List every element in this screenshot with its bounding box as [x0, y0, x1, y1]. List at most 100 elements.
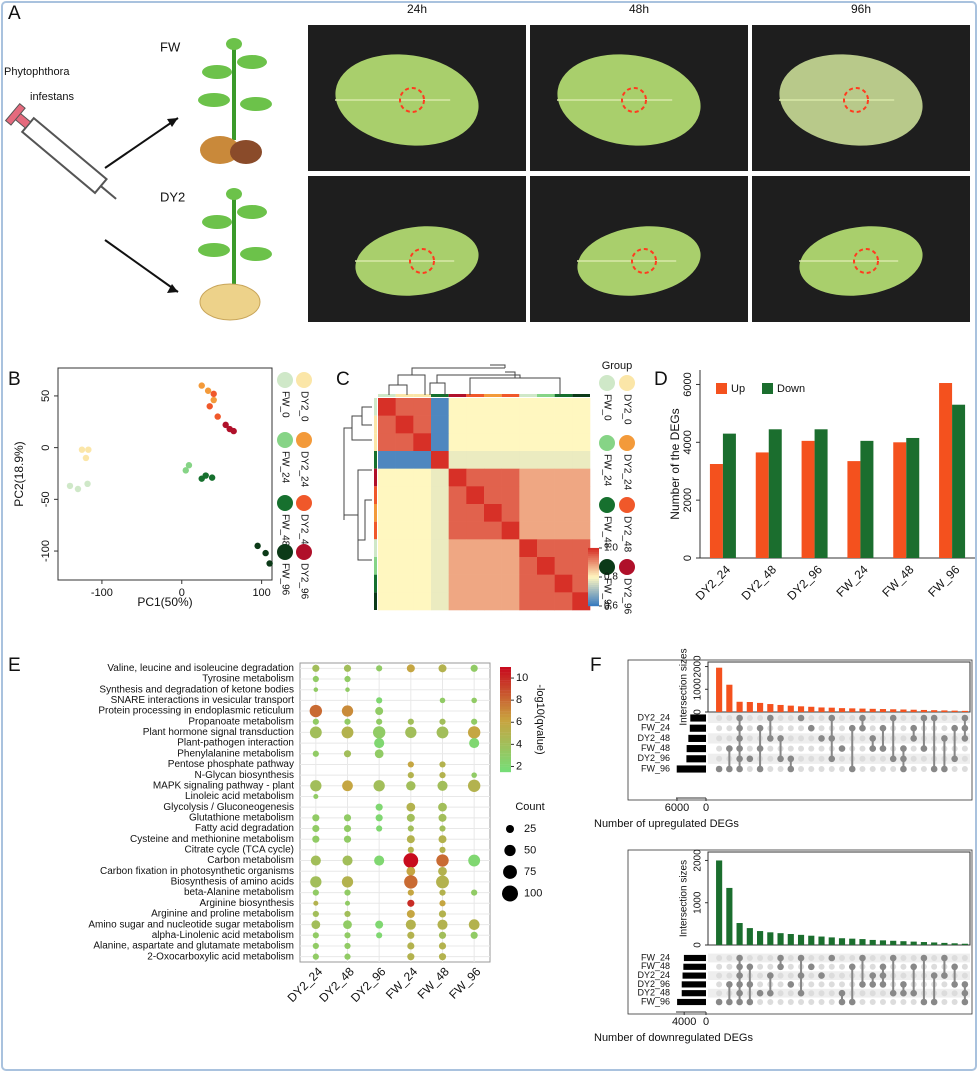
- matrix-dot: [879, 724, 887, 732]
- matrix-dot-empty: [849, 955, 856, 961]
- y-tick-label: 0: [40, 445, 52, 451]
- matrix-dot: [715, 765, 723, 773]
- group-strip: [501, 394, 520, 397]
- size-legend-label: 50: [524, 844, 536, 856]
- matrix-dot-empty: [900, 963, 907, 970]
- legend-label: Up: [731, 383, 745, 395]
- panel-box: [627, 659, 973, 801]
- dot: [407, 931, 415, 939]
- dot: [403, 853, 419, 868]
- bar: [838, 708, 846, 712]
- matrix-dot-empty: [859, 755, 866, 762]
- matrix-dot-empty: [859, 745, 866, 752]
- colorbar-step: [500, 709, 511, 712]
- legend-swatch: [716, 383, 727, 394]
- bar: [869, 708, 876, 712]
- point: [214, 413, 221, 420]
- heat-cell: [519, 415, 538, 434]
- y-tick-label: 6000: [682, 372, 694, 396]
- bar: [941, 710, 948, 712]
- dot: [312, 824, 320, 833]
- dot: [376, 825, 383, 832]
- y-tick-label: 0: [693, 942, 704, 948]
- heat-cell: [484, 557, 502, 575]
- size-legend-label: 100: [524, 887, 542, 899]
- dot: [405, 919, 416, 930]
- dot: [375, 707, 384, 716]
- bar: [814, 429, 828, 558]
- heat-cell: [378, 398, 396, 416]
- bar: [951, 943, 958, 945]
- point: [254, 542, 261, 550]
- heat-cell: [537, 521, 555, 540]
- matrix-dot: [838, 989, 846, 997]
- heat-cell: [378, 521, 396, 540]
- colorbar-label: 0.6: [604, 601, 618, 612]
- matrix-dot: [767, 714, 774, 722]
- legend-swatch: [762, 383, 773, 394]
- colorbar-label: 6: [516, 716, 522, 728]
- x-tick-label: DY2_24: [693, 562, 734, 603]
- dot: [438, 942, 447, 950]
- heat-cell: [413, 539, 432, 558]
- matrix-dot: [736, 954, 743, 962]
- bar: [939, 383, 953, 558]
- matrix-dot-empty: [787, 725, 794, 732]
- matrix-dot-empty: [818, 755, 825, 762]
- heat-cell: [466, 486, 485, 505]
- matrix-dot-empty: [757, 955, 764, 961]
- heat-cell: [572, 468, 591, 487]
- heat-cell: [537, 433, 555, 452]
- heat-cell: [484, 415, 502, 434]
- y-category-label: Glutathione metabolism: [189, 812, 294, 823]
- legend-swatch: [277, 372, 293, 388]
- matrix-dot-empty: [716, 963, 723, 970]
- legend-label: DY2_0: [298, 391, 309, 422]
- colorbar-step: [588, 602, 599, 605]
- colorbar-label: 8: [516, 694, 522, 706]
- matrix-dot: [951, 963, 958, 971]
- matrix-dot-empty: [910, 715, 917, 721]
- matrix-dot-empty: [828, 972, 835, 979]
- point: [204, 387, 212, 394]
- legend-swatch: [599, 435, 615, 451]
- bar: [797, 934, 805, 945]
- point: [74, 485, 82, 493]
- dot: [310, 876, 322, 888]
- matrix-dot: [920, 745, 928, 752]
- bar: [755, 452, 769, 558]
- set-label: DY2_24: [637, 970, 670, 980]
- matrix-dot-empty: [900, 999, 907, 1005]
- matrix-dot: [869, 745, 877, 752]
- colorbar-step: [500, 674, 511, 678]
- group-strip: [374, 451, 377, 469]
- matrix-dot: [736, 765, 743, 773]
- matrix-dot-empty: [839, 755, 845, 762]
- matrix-dot: [787, 765, 795, 773]
- colorbar-step: [588, 547, 599, 551]
- colorbar-step: [588, 571, 599, 574]
- dot: [439, 761, 446, 768]
- heat-cell: [484, 521, 502, 540]
- bar: [709, 464, 723, 558]
- matrix-dot-empty: [716, 981, 723, 988]
- colorbar-step: [500, 680, 511, 683]
- dot: [406, 813, 415, 822]
- matrix-dot-empty: [961, 755, 968, 762]
- legend-swatch: [619, 375, 635, 391]
- matrix-dot-empty: [808, 766, 815, 772]
- arrowhead: [167, 118, 178, 127]
- y-category-label: Citrate cycle (TCA cycle): [185, 845, 294, 856]
- colorbar-step: [588, 555, 599, 558]
- y-category-label: Amino sugar and nucleotide sugar metabol…: [88, 919, 294, 930]
- y-tick-label: -100: [40, 540, 52, 562]
- group-strip: [374, 415, 377, 434]
- matrix-dot-empty: [910, 999, 917, 1005]
- bar: [890, 709, 897, 712]
- matrix-dot-empty: [808, 955, 815, 961]
- dendrogram-left: [343, 406, 372, 561]
- point: [222, 421, 229, 429]
- bar: [879, 940, 887, 945]
- matrix-dot: [736, 972, 743, 979]
- matrix-dot: [859, 714, 866, 722]
